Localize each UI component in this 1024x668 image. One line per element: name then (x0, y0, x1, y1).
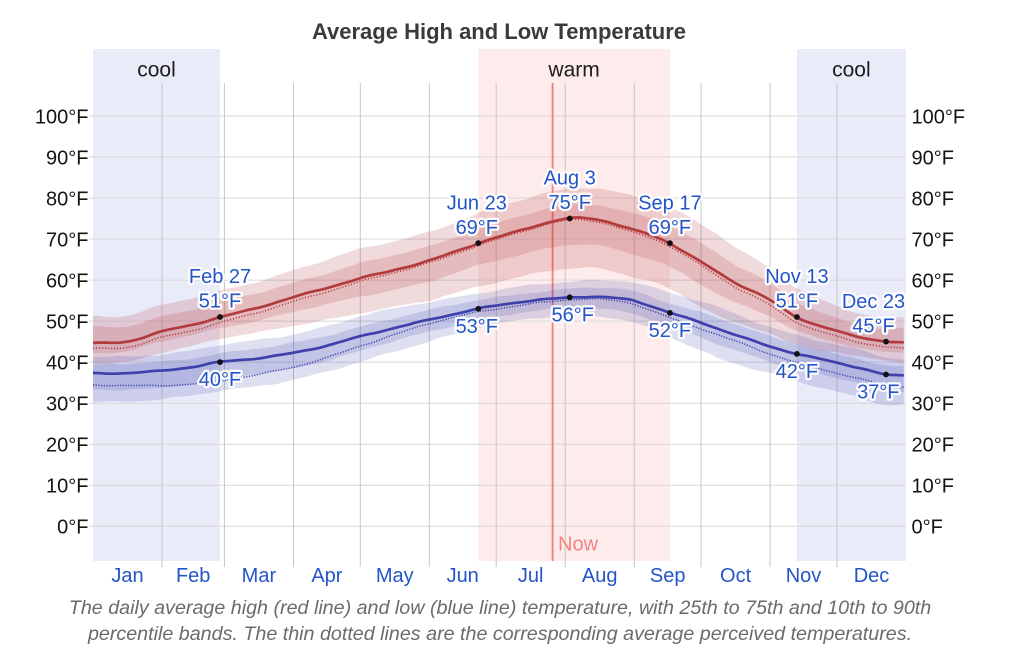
svg-text:Sep 17: Sep 17 (638, 192, 701, 214)
svg-text:53°F: 53°F (456, 316, 498, 338)
svg-text:Sep: Sep (650, 565, 686, 587)
svg-text:51°F: 51°F (199, 291, 241, 313)
svg-text:75°F: 75°F (548, 192, 590, 214)
svg-text:Jan: Jan (111, 565, 143, 587)
svg-text:Mar: Mar (242, 565, 277, 587)
svg-text:Apr: Apr (311, 565, 342, 587)
svg-text:40°F: 40°F (46, 353, 88, 375)
svg-text:60°F: 60°F (912, 271, 954, 293)
svg-text:42°F: 42°F (776, 361, 818, 383)
svg-text:Nov 13: Nov 13 (765, 266, 828, 288)
svg-text:30°F: 30°F (912, 394, 954, 416)
svg-text:0°F: 0°F (57, 517, 88, 539)
svg-text:Nov 13: Nov 13 (765, 266, 828, 288)
svg-text:37°F: 37°F (857, 382, 899, 404)
svg-text:percentile bands. The thin dot: percentile bands. The thin dotted lines … (87, 623, 912, 645)
svg-text:20°F: 20°F (46, 435, 88, 457)
svg-text:Nov: Nov (786, 565, 822, 587)
svg-text:51°F: 51°F (199, 291, 241, 313)
svg-text:56°F: 56°F (551, 304, 593, 326)
svg-text:90°F: 90°F (46, 147, 88, 169)
svg-text:42°F: 42°F (776, 361, 818, 383)
svg-text:52°F: 52°F (649, 320, 691, 342)
svg-text:Sep 17: Sep 17 (638, 192, 701, 214)
svg-text:Aug: Aug (582, 565, 618, 587)
svg-text:45°F: 45°F (852, 315, 894, 337)
svg-text:The daily average high (red li: The daily average high (red line) and lo… (69, 597, 931, 619)
svg-text:20°F: 20°F (912, 435, 954, 457)
svg-text:30°F: 30°F (46, 394, 88, 416)
svg-text:40°F: 40°F (912, 353, 954, 375)
svg-text:warm: warm (547, 59, 599, 82)
svg-text:37°F: 37°F (857, 382, 899, 404)
svg-text:Now: Now (558, 534, 599, 556)
svg-text:Feb 27: Feb 27 (189, 266, 251, 288)
svg-text:40°F: 40°F (199, 369, 241, 391)
svg-text:90°F: 90°F (912, 147, 954, 169)
svg-text:Dec: Dec (854, 565, 890, 587)
svg-text:40°F: 40°F (199, 369, 241, 391)
svg-text:45°F: 45°F (852, 315, 894, 337)
svg-text:100°F: 100°F (912, 106, 966, 128)
svg-text:10°F: 10°F (46, 476, 88, 498)
svg-text:Jun 23: Jun 23 (447, 192, 507, 214)
svg-text:69°F: 69°F (456, 217, 498, 239)
svg-text:70°F: 70°F (46, 229, 88, 251)
svg-text:Feb 27: Feb 27 (189, 266, 251, 288)
svg-text:Average High and Low Temperatu: Average High and Low Temperature (312, 19, 686, 44)
svg-text:75°F: 75°F (548, 192, 590, 214)
svg-text:50°F: 50°F (912, 312, 954, 334)
svg-text:Feb: Feb (176, 565, 210, 587)
svg-text:cool: cool (832, 59, 871, 82)
svg-text:80°F: 80°F (46, 188, 88, 210)
svg-text:Aug 3: Aug 3 (544, 168, 596, 190)
svg-text:80°F: 80°F (912, 188, 954, 210)
svg-text:69°F: 69°F (649, 217, 691, 239)
svg-text:cool: cool (137, 59, 176, 82)
svg-text:May: May (376, 565, 414, 587)
svg-text:Jun 23: Jun 23 (447, 192, 507, 214)
svg-text:52°F: 52°F (649, 320, 691, 342)
svg-text:69°F: 69°F (649, 217, 691, 239)
svg-text:10°F: 10°F (912, 476, 954, 498)
svg-text:100°F: 100°F (35, 106, 89, 128)
svg-text:Oct: Oct (720, 565, 752, 587)
svg-text:Dec 23: Dec 23 (842, 291, 905, 313)
svg-text:0°F: 0°F (912, 517, 943, 539)
svg-text:69°F: 69°F (456, 217, 498, 239)
svg-text:Jun: Jun (447, 565, 479, 587)
svg-text:56°F: 56°F (551, 304, 593, 326)
svg-text:60°F: 60°F (46, 271, 88, 293)
svg-text:50°F: 50°F (46, 312, 88, 334)
svg-text:51°F: 51°F (776, 291, 818, 313)
svg-text:51°F: 51°F (776, 291, 818, 313)
svg-text:53°F: 53°F (456, 316, 498, 338)
svg-text:Dec 23: Dec 23 (842, 291, 905, 313)
svg-text:Aug 3: Aug 3 (544, 168, 596, 190)
svg-text:Jul: Jul (518, 565, 544, 587)
svg-text:70°F: 70°F (912, 229, 954, 251)
